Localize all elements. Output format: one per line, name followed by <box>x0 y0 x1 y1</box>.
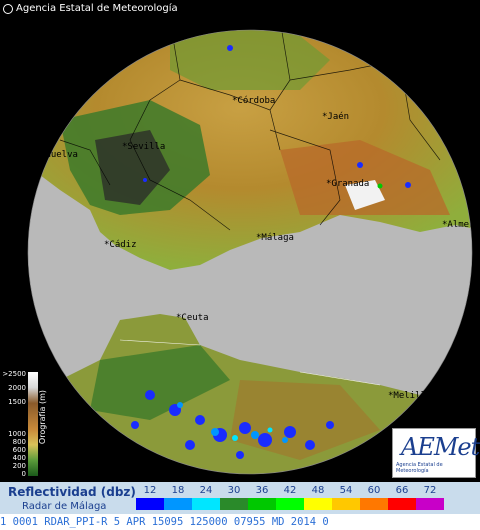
legend-step: 24 <box>192 484 220 510</box>
agency-logo-icon <box>3 3 13 14</box>
legend-swatch <box>192 498 220 510</box>
legend-step-value: 48 <box>311 485 325 496</box>
legend-swatch <box>416 498 444 510</box>
city-cadiz[interactable]: *Cádiz <box>104 240 137 250</box>
oro-tick: 400 <box>12 454 26 462</box>
city-granada[interactable]: *Granada <box>326 179 370 189</box>
orography-colorbar <box>28 372 38 476</box>
aemet-logo-subtitle: Agencia Estatal de Meteorología <box>396 462 443 474</box>
oro-tick: 800 <box>12 438 26 446</box>
city-ceuta[interactable]: *Ceuta <box>176 313 209 323</box>
aemet-logo: AEMet Agencia Estatal de Meteorología <box>392 428 480 478</box>
legend-swatch <box>164 498 192 510</box>
city-huelva[interactable]: *Huelva <box>40 150 78 160</box>
city-melilla[interactable]: *Melilla <box>388 391 432 401</box>
legend-step-value: 54 <box>339 485 353 496</box>
city-sevilla[interactable]: *Sevilla <box>122 142 166 152</box>
oro-tick: 1500 <box>8 398 26 406</box>
oro-tick: >2500 <box>2 370 26 378</box>
legend-subtitle: Radar de Málaga <box>22 501 107 512</box>
legend-step: 66 <box>388 484 416 510</box>
legend-swatch <box>332 498 360 510</box>
radar-map <box>27 29 473 475</box>
header: Agencia Estatal de Meteorología <box>3 3 178 14</box>
oro-tick: 1000 <box>8 430 26 438</box>
legend-step-value: 24 <box>199 485 213 496</box>
legend-step: 30 <box>220 484 248 510</box>
legend-swatch <box>388 498 416 510</box>
legend-step-value: 18 <box>171 485 185 496</box>
orography-title: Orografía (m) <box>38 390 47 445</box>
legend-step: 36 <box>248 484 276 510</box>
legend-title: Reflectividad (dbz) <box>8 485 136 499</box>
legend-step-value: 36 <box>255 485 269 496</box>
legend-swatch <box>276 498 304 510</box>
agency-name: Agencia Estatal de Meteorología <box>16 3 178 14</box>
oro-tick: 2000 <box>8 384 26 392</box>
legend-swatch <box>248 498 276 510</box>
legend-swatch <box>136 498 164 510</box>
legend-step: 12 <box>136 484 164 510</box>
status-bar: 1 0001 RDAR_PPI-R 5 APR 15095 125000 079… <box>0 514 480 530</box>
city-malaga[interactable]: *Málaga <box>256 233 294 243</box>
oro-tick: 600 <box>12 446 26 454</box>
legend-swatch <box>220 498 248 510</box>
legend-step: 72 <box>416 484 444 510</box>
legend-step: 60 <box>360 484 388 510</box>
legend-step-value: 60 <box>367 485 381 496</box>
legend-step-value: 12 <box>143 485 157 496</box>
legend-swatch <box>304 498 332 510</box>
oro-tick: 0 <box>21 470 26 478</box>
city-almeria[interactable]: *Almería <box>442 220 480 230</box>
city-jaen[interactable]: *Jaén <box>322 112 350 122</box>
legend-step: 18 <box>164 484 192 510</box>
oro-tick: 200 <box>12 462 26 470</box>
legend-step-value: 66 <box>395 485 409 496</box>
legend-step-value: 30 <box>227 485 241 496</box>
legend-swatch <box>360 498 388 510</box>
orography-legend: >2500 2000 1500 1000 800 600 400 200 0 <box>2 370 52 480</box>
legend-step: 54 <box>332 484 360 510</box>
aemet-logo-text: AEMet <box>401 433 480 461</box>
city-cordoba[interactable]: *Córdoba <box>232 96 276 106</box>
legend-scale: 12 18 24 30 36 42 48 54 60 66 72 <box>136 484 444 510</box>
legend-step: 48 <box>304 484 332 510</box>
legend-step-value: 72 <box>423 485 437 496</box>
legend-step-value: 42 <box>283 485 297 496</box>
reflectivity-legend: Reflectividad (dbz) Radar de Málaga 12 18… <box>0 482 480 514</box>
legend-step: 42 <box>276 484 304 510</box>
